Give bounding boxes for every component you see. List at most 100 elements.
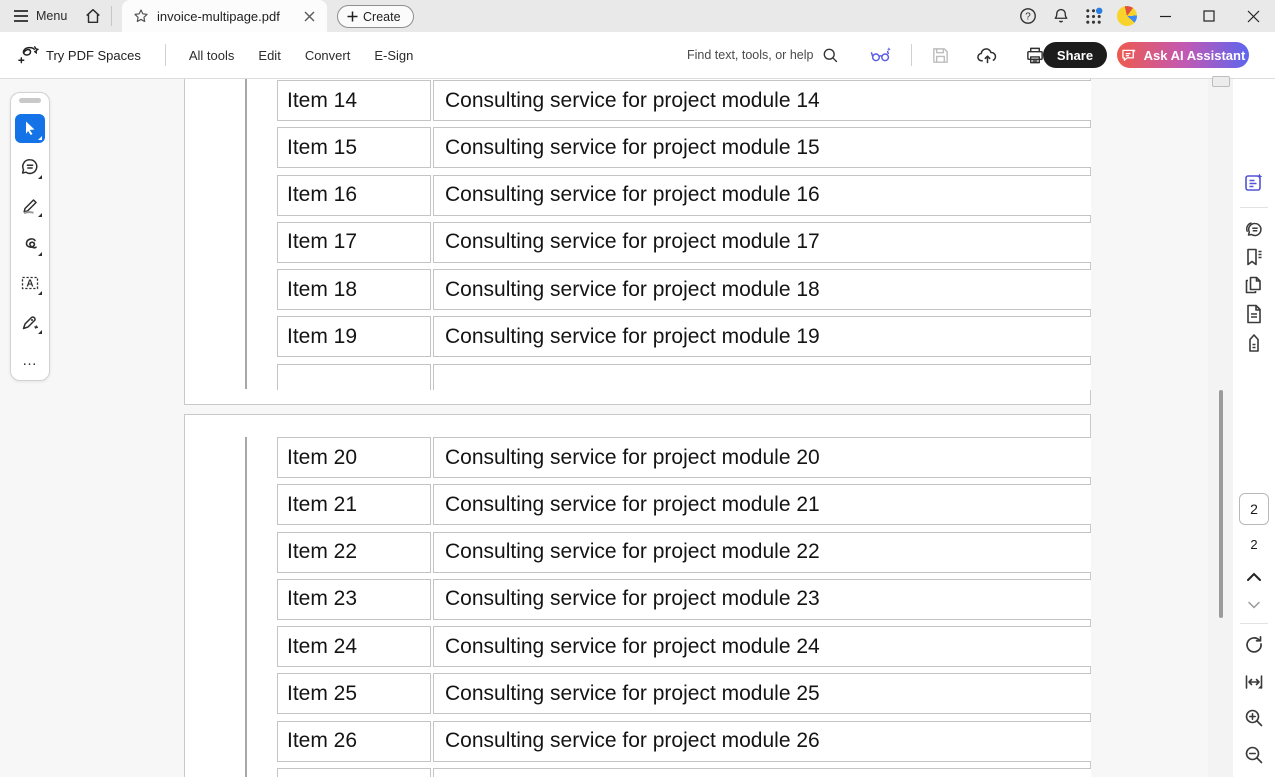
tab-close-icon[interactable] <box>299 6 319 26</box>
organize-pages-panel-button[interactable] <box>1233 273 1275 297</box>
star-icon[interactable] <box>133 8 149 24</box>
cloud-upload-icon <box>977 47 997 63</box>
create-label: Create <box>363 9 401 24</box>
invoice-table-row: Item 26 Consulting service for project mo… <box>277 720 1091 762</box>
pdf-page-2: Item 20 Consulting service for project mo… <box>184 414 1091 777</box>
next-page-button[interactable] <box>1233 600 1275 610</box>
comments-icon <box>1246 222 1262 237</box>
invoice-table-row: Item 17 Consulting service for project mo… <box>277 221 1091 263</box>
document-tab[interactable]: invoice-multipage.pdf <box>122 0 327 32</box>
panel-drag-handle[interactable] <box>19 98 41 103</box>
item-description-cell: Consulting service for project module 24 <box>433 626 1091 668</box>
pdf-spaces-icon <box>18 46 39 64</box>
fit-width-button[interactable] <box>1233 670 1275 694</box>
vertical-scrollbar-thumb[interactable] <box>1219 390 1223 618</box>
zoom-out-button[interactable] <box>1233 743 1275 767</box>
page-number-input[interactable]: 2 <box>1239 493 1269 525</box>
item-number-cell: Item 23 <box>277 578 431 620</box>
invoice-table-row: Item 21 Consulting service for project mo… <box>277 484 1091 526</box>
nav-convert[interactable]: Convert <box>304 47 351 63</box>
tags-panel-button[interactable] <box>1233 331 1275 355</box>
save-button[interactable] <box>931 46 950 65</box>
item-description-cell: Consulting service for project module 26 <box>433 720 1091 762</box>
cursor-arrow-icon <box>26 121 35 136</box>
close-icon <box>1247 10 1259 22</box>
comments-panel-button[interactable] <box>1233 218 1275 242</box>
bookmark-icon <box>1247 248 1262 266</box>
window-close-button[interactable] <box>1231 0 1275 32</box>
window-minimize-button[interactable] <box>1143 0 1187 32</box>
minimize-icon <box>1159 15 1171 17</box>
nav-edit[interactable]: Edit <box>258 47 281 63</box>
add-text-tool-button[interactable]: A <box>15 268 45 298</box>
draw-tool-button[interactable] <box>15 230 45 260</box>
help-button[interactable]: ? <box>1011 0 1044 32</box>
dropdown-corner <box>38 290 42 295</box>
hamburger-icon <box>14 10 28 22</box>
ai-assistant-panel-button[interactable] <box>1233 171 1275 195</box>
add-text-icon: A <box>21 277 39 290</box>
vertical-scrollbar-track[interactable] <box>1208 76 1233 777</box>
document-icon <box>1247 304 1261 324</box>
help-icon: ? <box>1019 8 1036 24</box>
bookmarks-panel-button[interactable] <box>1233 245 1275 269</box>
item-description-cell: Consulting service for project module 19 <box>433 316 1091 358</box>
ask-ai-assistant-button[interactable]: Ask AI Assistant <box>1117 42 1249 68</box>
highlight-tool-button[interactable] <box>15 191 45 221</box>
menu-label: Menu <box>36 9 68 23</box>
draw-lasso-icon <box>25 238 37 249</box>
zoom-in-icon <box>1245 709 1263 727</box>
nav-esign[interactable]: E-Sign <box>374 47 414 63</box>
comment-tool-button[interactable] <box>15 152 45 182</box>
account-avatar[interactable] <box>1110 0 1143 32</box>
select-tool-button[interactable] <box>15 113 45 144</box>
item-description-cell: Consulting service for project module 22 <box>433 531 1091 573</box>
item-number-cell <box>277 363 431 390</box>
home-button[interactable] <box>77 0 109 32</box>
share-button[interactable]: Share <box>1043 42 1107 68</box>
attachments-panel-button[interactable] <box>1233 302 1275 326</box>
invoice-table-row: Item 18 Consulting service for project mo… <box>277 269 1091 311</box>
zoom-in-button[interactable] <box>1233 706 1275 730</box>
copy-pages-icon <box>1245 276 1261 294</box>
print-button[interactable] <box>1025 46 1045 65</box>
dropdown-corner <box>38 213 42 218</box>
notifications-button[interactable] <box>1044 0 1077 32</box>
ai-assistant-glasses-icon[interactable] <box>870 45 892 65</box>
fit-width-icon <box>1245 675 1263 689</box>
item-number-cell: Item 24 <box>277 626 431 668</box>
quick-tools-panel: A … <box>10 92 50 381</box>
menu-button[interactable]: Menu <box>0 0 77 32</box>
invoice-table-page-1: Item 14 Consulting service for project mo… <box>277 80 1091 390</box>
previous-page-button[interactable] <box>1233 571 1275 583</box>
invoice-table-row: Item 25 Consulting service for project mo… <box>277 673 1091 715</box>
document-canvas[interactable]: Item 14 Consulting service for project mo… <box>0 79 1208 777</box>
pdf-page-1: Item 14 Consulting service for project mo… <box>184 79 1091 405</box>
find-bar[interactable]: Find text, tools, or help <box>687 32 1069 78</box>
upload-cloud-button[interactable] <box>977 46 998 65</box>
try-pdf-spaces-button[interactable]: Try PDF Spaces <box>18 45 141 65</box>
nav-all-tools[interactable]: All tools <box>188 47 235 63</box>
invoice-table-row <box>277 363 1091 390</box>
item-description-cell: Consulting service for project module 25 <box>433 673 1091 715</box>
toolbar-divider <box>164 44 166 66</box>
item-description-cell: Consulting service for project module 16 <box>433 174 1091 216</box>
create-button[interactable]: Create <box>337 5 414 28</box>
titlebar-divider <box>111 6 113 26</box>
dropdown-corner <box>38 329 42 334</box>
window-maximize-button[interactable] <box>1187 0 1231 32</box>
apps-grid-button[interactable] <box>1077 0 1110 32</box>
highlighter-icon <box>23 198 37 214</box>
ai-chat-icon <box>1121 48 1136 61</box>
rotate-page-button[interactable] <box>1233 632 1275 656</box>
dropdown-corner <box>38 136 42 141</box>
ask-ai-label: Ask AI Assistant <box>1143 47 1246 63</box>
toolbar-nav: All tools Edit Convert E-Sign <box>189 48 414 63</box>
fill-sign-tool-button[interactable] <box>15 307 45 337</box>
item-number-cell: Item 17 <box>277 221 431 263</box>
chevron-up-icon <box>1247 572 1261 581</box>
item-description-cell: Consulting service for project module 18 <box>433 269 1091 311</box>
scrollbar-top-widget[interactable] <box>1212 76 1230 87</box>
more-tools-button[interactable]: … <box>15 346 45 376</box>
svg-text:?: ? <box>1025 12 1031 23</box>
